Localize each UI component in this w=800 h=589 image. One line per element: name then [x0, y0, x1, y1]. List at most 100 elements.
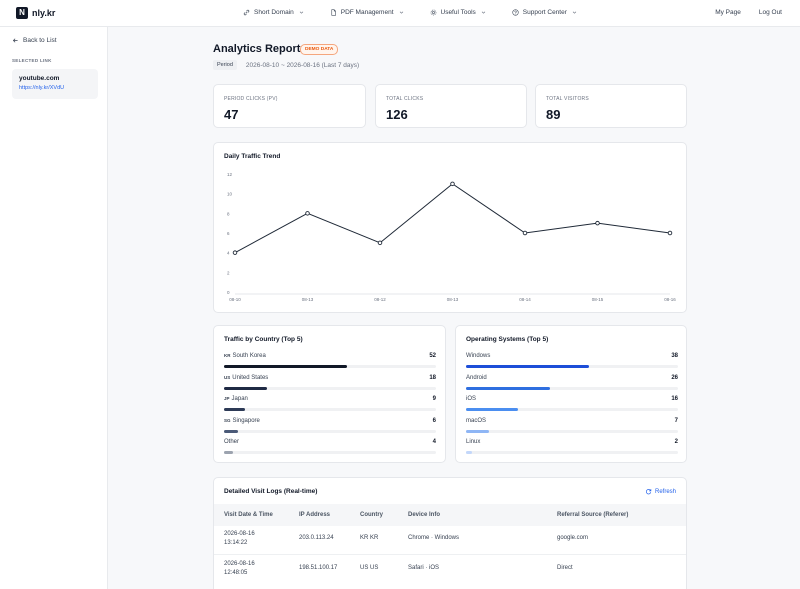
nav-label: Support Center — [522, 9, 567, 16]
x-tick-label: 08-14 — [519, 297, 531, 302]
bar-track — [466, 451, 678, 454]
nav-label: Useful Tools — [440, 9, 476, 16]
link-url[interactable]: https://nly.kr/XVdU — [19, 85, 65, 91]
stat-card-total-clicks: TOTAL CLICKS 126 — [375, 84, 527, 128]
refresh-button[interactable]: Refresh — [645, 488, 676, 495]
nav-pdf-management[interactable]: PDF Management — [330, 9, 404, 16]
bar-fill — [224, 429, 239, 433]
data-point — [595, 220, 600, 226]
y-tick-label: 2 — [227, 270, 230, 275]
back-label: Back to List — [23, 37, 57, 44]
data-point — [522, 230, 528, 236]
y-tick-label: 10 — [227, 192, 233, 197]
country-code: SG — [224, 417, 231, 423]
bar-track — [224, 386, 436, 390]
refresh-icon — [645, 489, 652, 495]
bar-value: 7 — [674, 417, 678, 424]
stat-card-total-visitors: TOTAL VISITORS 89 — [535, 84, 687, 128]
y-tick-label: 4 — [227, 251, 230, 256]
stat-label: TOTAL CLICKS — [386, 96, 424, 102]
stat-value: 126 — [386, 107, 408, 122]
my-page-link[interactable]: My Page — [715, 9, 741, 16]
refresh-label: Refresh — [654, 488, 676, 495]
bar-label-text: United States — [232, 374, 269, 381]
country-card-title: Traffic by Country (Top 5) — [224, 336, 303, 343]
x-tick-label: 08-16 — [664, 297, 676, 302]
bar-value: 52 — [429, 353, 436, 359]
daily-traffic-card: Daily Traffic Trend 0 2 4 6 8 10 12 08-10 08-13 0… — [213, 142, 687, 313]
x-tick-label: 08-13 — [302, 297, 314, 302]
bar-value: 38 — [671, 353, 678, 359]
demo-data-badge: DEMO DATA — [300, 44, 339, 55]
referer-cell: google.com — [557, 535, 589, 541]
y-tick-label: 12 — [227, 172, 233, 177]
selected-link-heading: SELECTED LINK — [12, 58, 52, 63]
chevron-down-icon — [481, 11, 486, 14]
chart-title: Daily Traffic Trend — [224, 153, 281, 160]
nav-short-domain[interactable]: Short Domain — [243, 9, 304, 16]
x-tick-label: 08-13 — [447, 297, 459, 302]
nav-useful-tools[interactable]: Useful Tools — [430, 9, 486, 16]
data-point — [450, 181, 455, 187]
bar-value: 6 — [432, 417, 436, 424]
row-divider — [214, 554, 686, 555]
nav-label: PDF Management — [340, 9, 394, 16]
nav-support-center[interactable]: Support Center — [512, 9, 577, 16]
stat-label: PERIOD CLICKS (PV) — [224, 96, 278, 102]
os-card-title: Operating Systems (Top 5) — [466, 336, 549, 343]
visit-time: 13:14:22 — [224, 540, 248, 546]
period-row: Period 2026-08-10 ~ 2026-08-16 (Last 7 d… — [213, 60, 359, 70]
help-icon — [512, 9, 519, 16]
back-to-list-link[interactable]: Back to List — [12, 37, 57, 44]
column-header: IP Address — [299, 512, 331, 518]
sidebar: Back to List SELECTED LINK youtube.com h… — [0, 27, 108, 589]
country-card: Traffic by Country (Top 5) KR South Korea… — [213, 325, 446, 463]
bar-value: 4 — [432, 439, 436, 445]
selected-link-card[interactable]: youtube.com https://nly.kr/XVdU — [12, 69, 98, 99]
ip-address: 203.0.113.24 — [299, 535, 334, 541]
link-icon — [243, 9, 250, 16]
nav-label: Short Domain — [254, 9, 294, 16]
visit-date: 2026-08-16 — [224, 531, 255, 537]
y-tick-label: 0 — [227, 290, 230, 295]
bar-label: SG Singapore — [224, 418, 260, 424]
gear-icon — [430, 9, 436, 16]
bar-label-text: Japan — [231, 396, 248, 402]
bar-label: Android — [466, 375, 487, 381]
logout-link[interactable]: Log Out — [758, 9, 782, 16]
bar-fill — [466, 386, 551, 390]
logs-title: Detailed Visit Logs (Real-time) — [224, 488, 318, 495]
bar-label: US United States — [224, 375, 268, 381]
bar-fill — [466, 408, 518, 411]
bar-label-text: Linux — [466, 439, 481, 445]
country-code: US — [224, 374, 231, 380]
bar-track — [224, 365, 436, 368]
main-nav: Short Domain PDF Management Useful Tools… — [243, 9, 603, 16]
daily-traffic-chart: 0 2 4 6 8 10 12 08-10 08-13 08-12 08-13 08-14 08-15 0… — [227, 172, 676, 302]
bar-value: 16 — [671, 396, 678, 402]
stat-label: TOTAL VISITORS — [546, 96, 589, 102]
data-point — [305, 211, 310, 216]
country-code: KR — [224, 353, 231, 358]
bar-label: KR South Korea — [224, 353, 266, 359]
file-icon — [331, 9, 336, 16]
bar-track — [466, 365, 678, 368]
bar-track — [224, 451, 436, 454]
bar-label: Windows — [466, 353, 490, 359]
device-info: Safari · iOS — [408, 565, 440, 571]
logo[interactable]: N nly.kr — [16, 7, 55, 19]
country-code: JP — [224, 396, 230, 401]
visit-time: 12:48:05 — [224, 570, 248, 576]
column-header: Country — [360, 512, 383, 518]
y-tick-label: 8 — [227, 211, 230, 216]
bar-fill — [224, 386, 267, 390]
data-point — [377, 240, 383, 246]
link-title: youtube.com — [19, 75, 60, 82]
column-header: Visit Date & Time — [224, 512, 273, 518]
bar-label: JP Japan — [224, 396, 248, 402]
bar-value: 2 — [674, 439, 678, 445]
ip-address: 198.51.100.17 — [299, 565, 338, 571]
logo-mark: N — [16, 7, 28, 19]
bar-fill — [466, 429, 489, 433]
x-tick-label: 08-10 — [229, 297, 241, 302]
